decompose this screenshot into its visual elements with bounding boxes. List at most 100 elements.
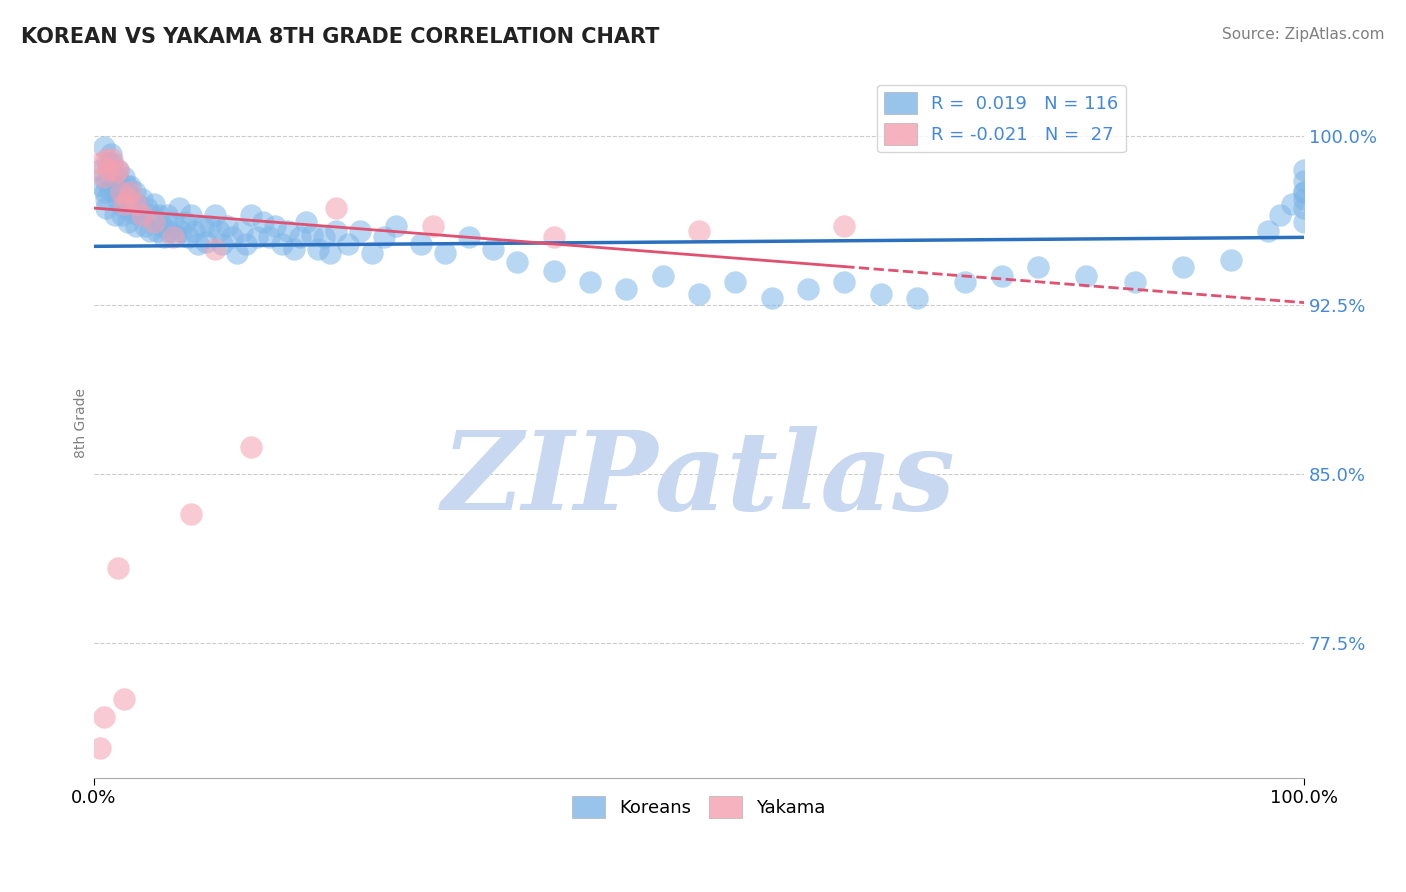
Point	[180, 208, 202, 222]
Point	[117, 214, 139, 228]
Point	[385, 219, 408, 233]
Point	[107, 162, 129, 177]
Legend: Koreans, Yakama: Koreans, Yakama	[565, 789, 832, 825]
Point	[1294, 174, 1316, 188]
Point	[1294, 162, 1316, 177]
Point	[98, 183, 121, 197]
Point	[1281, 196, 1303, 211]
Point	[1220, 252, 1243, 267]
Point	[277, 224, 299, 238]
Point	[141, 208, 163, 222]
Point	[162, 230, 184, 244]
Point	[373, 230, 395, 244]
Point	[422, 219, 444, 233]
Point	[112, 691, 135, 706]
Point	[1294, 201, 1316, 215]
Point	[93, 140, 115, 154]
Point	[100, 147, 122, 161]
Point	[616, 282, 638, 296]
Point	[112, 196, 135, 211]
Point	[905, 291, 928, 305]
Point	[155, 208, 177, 222]
Point	[89, 741, 111, 756]
Point	[195, 235, 218, 249]
Point	[270, 237, 292, 252]
Point	[94, 192, 117, 206]
Point	[143, 196, 166, 211]
Point	[409, 237, 432, 252]
Point	[259, 230, 281, 244]
Point	[150, 219, 173, 233]
Y-axis label: 8th Grade: 8th Grade	[75, 388, 89, 458]
Point	[797, 282, 820, 296]
Point	[173, 214, 195, 228]
Point	[1076, 268, 1098, 283]
Point	[94, 174, 117, 188]
Point	[543, 230, 565, 244]
Point	[832, 276, 855, 290]
Point	[482, 242, 505, 256]
Point	[325, 224, 347, 238]
Point	[240, 440, 263, 454]
Point	[93, 710, 115, 724]
Point	[337, 237, 360, 252]
Point	[264, 219, 287, 233]
Point	[543, 264, 565, 278]
Point	[105, 169, 128, 184]
Point	[294, 214, 316, 228]
Point	[651, 268, 673, 283]
Point	[103, 178, 125, 193]
Point	[307, 242, 329, 256]
Point	[955, 276, 977, 290]
Point	[165, 228, 187, 243]
Point	[146, 224, 169, 238]
Point	[129, 208, 152, 222]
Point	[94, 201, 117, 215]
Point	[107, 561, 129, 575]
Point	[1294, 186, 1316, 200]
Point	[204, 208, 226, 222]
Point	[319, 246, 342, 260]
Point	[312, 230, 335, 244]
Point	[89, 162, 111, 177]
Point	[215, 219, 238, 233]
Point	[506, 255, 529, 269]
Point	[115, 178, 138, 193]
Point	[148, 208, 170, 222]
Point	[167, 201, 190, 215]
Point	[183, 224, 205, 238]
Point	[1294, 186, 1316, 200]
Point	[127, 196, 149, 211]
Point	[111, 186, 134, 200]
Point	[136, 201, 159, 215]
Point	[125, 196, 148, 211]
Point	[97, 156, 120, 170]
Point	[93, 169, 115, 184]
Point	[114, 201, 136, 215]
Point	[579, 276, 602, 290]
Point	[246, 230, 269, 244]
Point	[221, 230, 243, 244]
Point	[869, 286, 891, 301]
Point	[1171, 260, 1194, 274]
Point	[990, 268, 1012, 283]
Point	[94, 152, 117, 166]
Point	[1123, 276, 1146, 290]
Point	[110, 178, 132, 193]
Point	[97, 162, 120, 177]
Point	[101, 156, 124, 170]
Point	[458, 230, 481, 244]
Point	[131, 192, 153, 206]
Point	[111, 208, 134, 222]
Point	[89, 156, 111, 170]
Point	[112, 169, 135, 184]
Point	[125, 219, 148, 233]
Point	[832, 219, 855, 233]
Point	[325, 201, 347, 215]
Point	[134, 219, 156, 233]
Text: ZIPatlas: ZIPatlas	[441, 426, 956, 533]
Point	[177, 230, 200, 244]
Point	[94, 186, 117, 200]
Point	[240, 208, 263, 222]
Point	[301, 228, 323, 243]
